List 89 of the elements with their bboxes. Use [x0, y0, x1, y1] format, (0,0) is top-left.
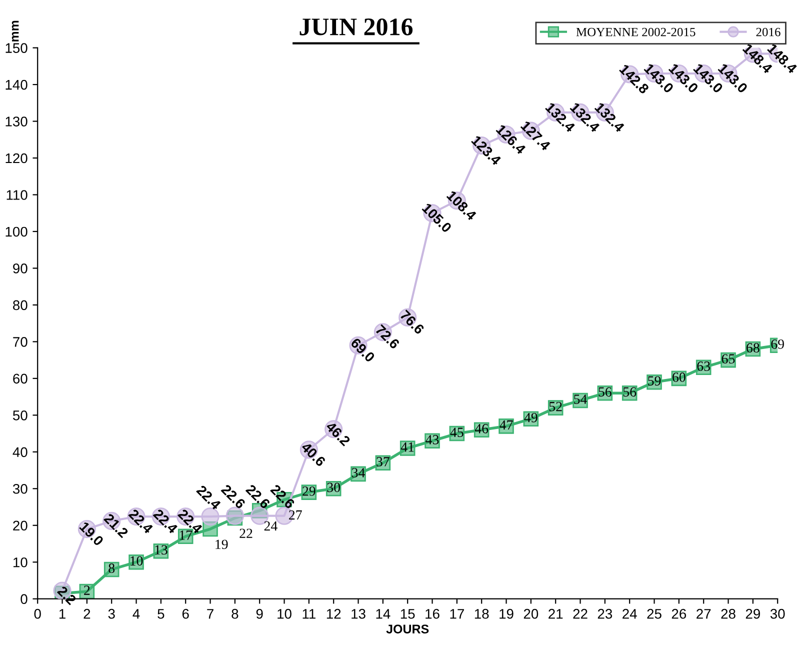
data-label: 22.6: [270, 484, 296, 510]
x-tick-label: 23: [598, 608, 612, 619]
data-label: 22.6: [245, 484, 271, 510]
x-tick-label: 1: [59, 609, 66, 619]
x-tick-label: 13: [352, 608, 366, 619]
x-tick-label: 22: [573, 608, 588, 619]
x-tick-label: 3: [108, 608, 115, 619]
x-tick-label: 2: [84, 608, 90, 619]
x-tick-label: 30: [770, 608, 785, 619]
y-axis-title: mm: [12, 20, 19, 42]
y-tick-label: 110: [6, 190, 28, 200]
x-tick-label: 20: [524, 608, 538, 619]
y-tick-label: 140: [6, 80, 28, 90]
point: [226, 506, 244, 525]
data-label: 24: [264, 521, 278, 531]
data-label: 68: [746, 343, 760, 353]
x-tick-label: 19: [500, 608, 514, 619]
data-label: 19: [216, 540, 228, 550]
x-tick-label: 12: [326, 608, 341, 619]
data-label: 41: [400, 442, 414, 452]
x-tick-label: 8: [232, 608, 238, 619]
data-label: 27: [289, 510, 302, 520]
y-tick-label: 130: [6, 116, 28, 126]
y-tick-label: 0: [20, 594, 28, 604]
legend-label: MOYENNE 2002-2015: [576, 28, 696, 36]
data-label: 60: [672, 372, 686, 382]
data-label: 10: [130, 556, 143, 566]
x-tick-label: 10: [278, 608, 292, 619]
data-label: 59: [648, 376, 661, 386]
x-tick-label: 26: [672, 608, 686, 619]
data-label: 56: [598, 387, 612, 397]
y-tick-label: 90: [13, 264, 28, 274]
y-tick-label: 120: [6, 153, 28, 164]
y-tick-label: 150: [6, 43, 28, 53]
x-tick-label: 4: [132, 609, 140, 619]
x-tick-label: 9: [256, 608, 263, 619]
data-label: 46.2: [325, 420, 351, 446]
y-tick-label: 40: [12, 447, 28, 458]
y-tick-label: 100: [6, 226, 28, 237]
data-label: 47: [500, 420, 513, 430]
x-tick-label: 16: [426, 608, 440, 619]
x-tick-label: 28: [721, 608, 736, 619]
data-label: 37: [376, 457, 390, 466]
data-label: 13: [155, 545, 168, 555]
x-tick-label: 25: [647, 608, 662, 619]
y-tick-label: 10: [13, 557, 28, 568]
x-tick-label: 15: [400, 609, 415, 619]
data-label: 2.2: [56, 585, 77, 606]
data-label: 22.6: [220, 484, 246, 510]
data-label: 29: [302, 486, 316, 496]
data-label: 30: [327, 482, 340, 492]
data-label: 49: [524, 412, 538, 422]
data-label: 69: [771, 340, 784, 349]
data-label: 22: [240, 528, 252, 538]
x-tick-label: 5: [158, 609, 164, 619]
y-tick-label: 70: [13, 337, 28, 347]
y-tick-label: 20: [13, 520, 28, 531]
x-tick-label: 21: [548, 608, 563, 619]
data-label: 54: [574, 394, 587, 404]
data-label: 56: [623, 387, 636, 397]
data-label: 2: [84, 586, 90, 595]
x-tick-label: 24: [622, 608, 637, 619]
x-tick-label: 17: [450, 609, 464, 619]
x-tick-label: 6: [182, 608, 189, 619]
x-tick-label: 18: [474, 608, 489, 619]
data-label: 65: [722, 354, 735, 364]
x-tick-label: 29: [746, 608, 760, 619]
y-tick-label: 30: [12, 484, 28, 494]
chart-title: JUIN 2016: [300, 18, 413, 36]
x-axis-title: JOURS: [386, 624, 429, 634]
data-label: 46: [474, 424, 488, 434]
data-label: 40.6: [300, 441, 326, 468]
data-label: 63: [697, 362, 710, 371]
legend-label: 2016: [756, 28, 780, 36]
x-tick-label: 7: [207, 609, 214, 619]
x-tick-label: 0: [34, 608, 41, 619]
data-label: 69.0: [350, 337, 376, 363]
data-label: 8: [108, 564, 115, 573]
y-tick-label: 50: [12, 410, 28, 420]
y-tick-label: 80: [13, 300, 28, 310]
x-tick-label: 14: [376, 609, 390, 619]
y-tick-label: 60: [13, 374, 28, 384]
data-label: 45: [450, 428, 464, 438]
x-tick-label: 27: [696, 608, 711, 619]
data-label: 19.0: [79, 521, 104, 546]
x-tick-label: 11: [302, 609, 316, 619]
data-label: 52: [549, 402, 562, 412]
data-label: 34: [352, 468, 365, 478]
data-label: 43: [426, 435, 439, 444]
